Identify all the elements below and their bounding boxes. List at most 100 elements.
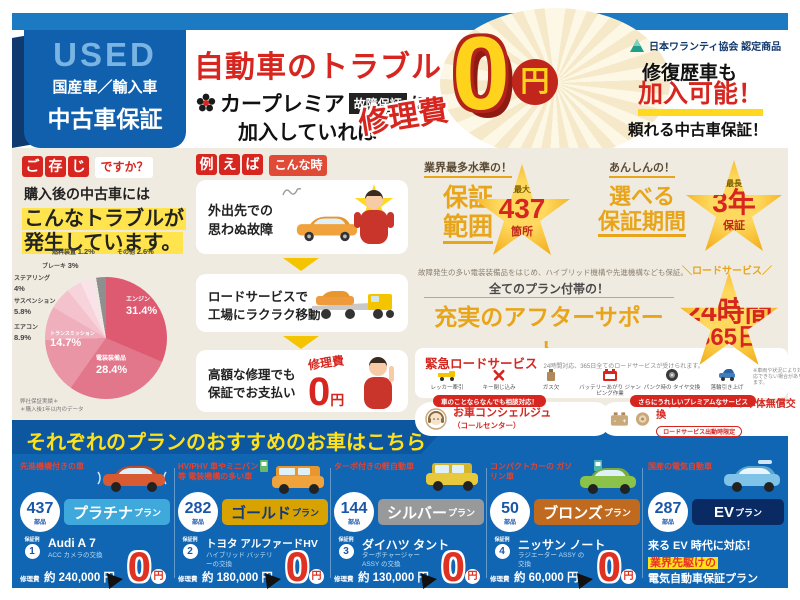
know-line2: こんなトラブルが xyxy=(22,208,186,230)
coverage-top: 業界最多水準の！ xyxy=(424,159,512,178)
battery-icon: - + xyxy=(610,412,629,426)
parts-badge: 282 部品 xyxy=(178,492,218,532)
battery-tire-panel: さらにうれしいプレミアムなサービス -+ バッテリー・タイヤ本体無償交換 ロード… xyxy=(600,395,800,437)
rs-item-tire: パンク時の タイヤ交換 xyxy=(643,368,701,398)
plan-repair-desc: ラジエーター ASSY の交換 xyxy=(518,552,585,568)
plan-name-bar: ゴールド プラン xyxy=(222,499,328,525)
tile-desuka: ですか？ xyxy=(95,157,154,178)
car-types-label: 国産車／輸入車 xyxy=(52,79,158,96)
plan-bronze: コンパクトカーの ガソリン車 50 部品 ブロンズ プラン 保証例 4 ニッサン ノ… xyxy=(490,460,640,589)
tile-e: え xyxy=(219,154,240,175)
arrow-right-icon xyxy=(576,571,595,589)
condition-text: 加入していれば xyxy=(238,122,378,144)
roadservice-star-caption: ＼ロードサービス／ xyxy=(682,266,772,277)
repaired-cars-line: 修復歴車も xyxy=(642,63,738,84)
car-rescue-icon xyxy=(719,369,735,381)
plan-model: ニッサン ノート xyxy=(518,538,606,552)
ev-description: 来る EV 時代に対応！ 業界先駆けの 電気自動車保証プラン xyxy=(648,540,758,585)
ev-car-icon xyxy=(724,460,780,492)
roadservice-text: ロードサービスで 工場にラクラク移動 xyxy=(208,290,321,323)
advanced-car-icon xyxy=(97,466,167,492)
know-heading-tiles: ご存じ ですか？ xyxy=(22,156,154,178)
zero-number: 0 xyxy=(452,16,510,132)
pie-label-brake: ブレーキ 3% xyxy=(42,261,79,270)
headset-operator-icon xyxy=(425,408,447,430)
tile-go: ご xyxy=(22,156,43,177)
squiggle-icon xyxy=(282,187,302,196)
parts-badge: 287 部品 xyxy=(648,492,688,532)
example-panel-breakdown: 外出先での 思わぬ故障 xyxy=(196,180,408,254)
coverage-group: 業界最多水準の！ 保証 範囲 xyxy=(418,158,518,244)
yellow-car-icon xyxy=(296,216,358,242)
pie-label-electrical: 電装装備品 28.4% xyxy=(96,356,128,376)
warranty-association-logo-icon xyxy=(630,39,644,52)
plan-model: Audi A 7 xyxy=(48,536,96,550)
rs-item-key: キー閉じ込み xyxy=(473,368,525,398)
period-group: あんしんの！ 選べる 保証期間 xyxy=(592,158,692,238)
can-join-line: 加入可能！ xyxy=(638,80,764,116)
reliable-warranty-line: 頼れる中古車保証！ xyxy=(628,122,768,139)
pie-label-transmission: トランスミッション 14.7% xyxy=(50,331,95,350)
rs-item-battery: バッテリーあがり ジャンピング作業 xyxy=(577,368,643,398)
top-blue-stripe xyxy=(12,13,788,30)
tile-konnatoki: こんな時 xyxy=(269,155,328,176)
plan-repair-desc: ターボチャージャー ASSY の交換 xyxy=(362,552,420,568)
plan-type: 国産の電気自動車 xyxy=(648,462,712,471)
warranty-example-badge: 保証例 4 xyxy=(494,537,510,559)
parts-badge: 437 部品 xyxy=(20,492,60,532)
concierge-panel: 車のことならなんでも相談対応！ お車コンシェルジュ （コールセンター） xyxy=(415,395,611,436)
arrow-right-icon xyxy=(264,571,283,589)
plan-separator xyxy=(642,468,643,578)
example-panel-roadservice: ロードサービスで 工場にラクラク移動 xyxy=(196,274,408,332)
arrow-down-1 xyxy=(283,258,319,271)
plan-platinum: 先進機構付きの車 437 部品 プラチナ プラン 保証例 1 Audi A 7 AC… xyxy=(20,462,170,589)
plan-name-bar: シルバー プラン xyxy=(378,499,484,525)
example-heading-tiles: 例えば こんな時 xyxy=(196,154,328,176)
plan-model: トヨタ アルファードHV xyxy=(206,538,318,550)
used-car-badge: USED 国産車／輸入車 中古車保証 xyxy=(24,30,186,148)
page-title: 自動車のトラブル xyxy=(194,51,442,84)
fuel-icon xyxy=(547,369,555,381)
pie-label-other: その他 2.6% xyxy=(117,247,154,256)
plan-price: 修理費 約 240,000 円 xyxy=(20,572,115,584)
svg-text:-: - xyxy=(614,418,616,425)
warranty-label: 中古車保証 xyxy=(47,106,163,132)
plan-model: ダイハツ タント xyxy=(362,538,450,552)
pie-footnote: 弊社保証実績＊ ＊購入後1年以内のデータ xyxy=(20,399,84,413)
plan-repair-desc: ACC カメラの交換 xyxy=(48,552,103,559)
warranty-example-badge: 保証例 3 xyxy=(338,537,354,559)
brand-row: カープレミア 故障保証 に xyxy=(196,88,429,118)
pie-label-fuel: 燃料装置 1.2% xyxy=(52,247,95,256)
know-line1: 購入後の中古車には xyxy=(24,186,150,202)
tile-rei: 例 xyxy=(196,154,217,175)
plan-price: 修理費 約 130,000 円 xyxy=(334,572,429,584)
coverage-title: 保証 範囲 xyxy=(418,184,518,244)
example-panel-payment: 高額な修理でも 保証でお支払い 修理費 0円 xyxy=(196,350,408,412)
key-icon xyxy=(493,369,505,381)
plan-type: 先進機構付きの車 xyxy=(20,462,84,471)
plans-banner-bg xyxy=(12,420,452,454)
pointing-person xyxy=(364,357,394,409)
trouble-pie-chart xyxy=(45,277,167,399)
period-top: あんしんの！ xyxy=(609,159,675,178)
certification-row: 日本ワランティ協会 認定商品 xyxy=(628,36,781,54)
payment-zero-badge: 修理費 0円 xyxy=(307,353,345,414)
plan-separator xyxy=(330,468,331,578)
plan-name-bar: EV プラン xyxy=(692,499,784,525)
concierge-sub: （コールセンター） xyxy=(453,420,521,430)
pie-label-steering: ステアリング 4% xyxy=(14,276,51,293)
plan-price: 修理費 約 180,000 円 xyxy=(178,572,273,584)
plan-type: HV/PHV 車やミニバン等 電装機構の多い車 xyxy=(178,462,259,482)
rs-item-tow: レッカー牽引 xyxy=(421,368,473,398)
tile-ba: ば xyxy=(242,154,263,175)
plan-name-bar: プラチナ プラン xyxy=(64,499,170,525)
rs-item-rescue: 落輪引き上げ xyxy=(701,368,753,398)
plan-repair-desc: ハイブリッド バッテリーの交換 xyxy=(206,552,273,568)
svg-text:+: + xyxy=(622,418,626,425)
rs-header: 緊急ロードサービス 24時間対応、365日全てのロードサービスが受けられます。 xyxy=(425,357,704,371)
rs-items: レッカー牽引 キー閉じ込み ガス欠 バッテリーあが xyxy=(421,368,800,398)
car-premier-flower-icon xyxy=(196,93,216,112)
